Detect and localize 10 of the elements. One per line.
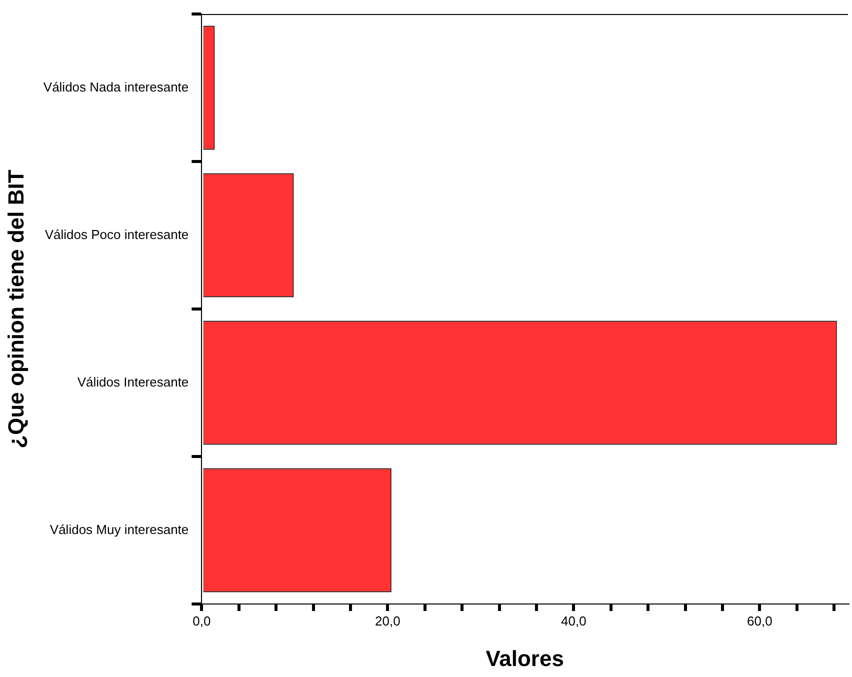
x-tick-label: 60,0 — [746, 613, 772, 628]
y-axis-title: ¿Que opinion tiene del BIT — [3, 169, 28, 448]
x-tick-label: 0,0 — [192, 613, 211, 628]
x-axis-title: Valores — [486, 646, 564, 671]
y-tick-label: Válidos Nada interesante — [43, 79, 189, 94]
y-tick-label: Válidos Interesante — [77, 374, 189, 390]
y-tick-label: Válidos Poco interesante — [44, 226, 189, 242]
x-tick-label: 40,0 — [561, 613, 586, 628]
x-tick-label: 20,0 — [375, 613, 400, 628]
y-tick-label: Válidos Muy interesante — [50, 522, 189, 537]
